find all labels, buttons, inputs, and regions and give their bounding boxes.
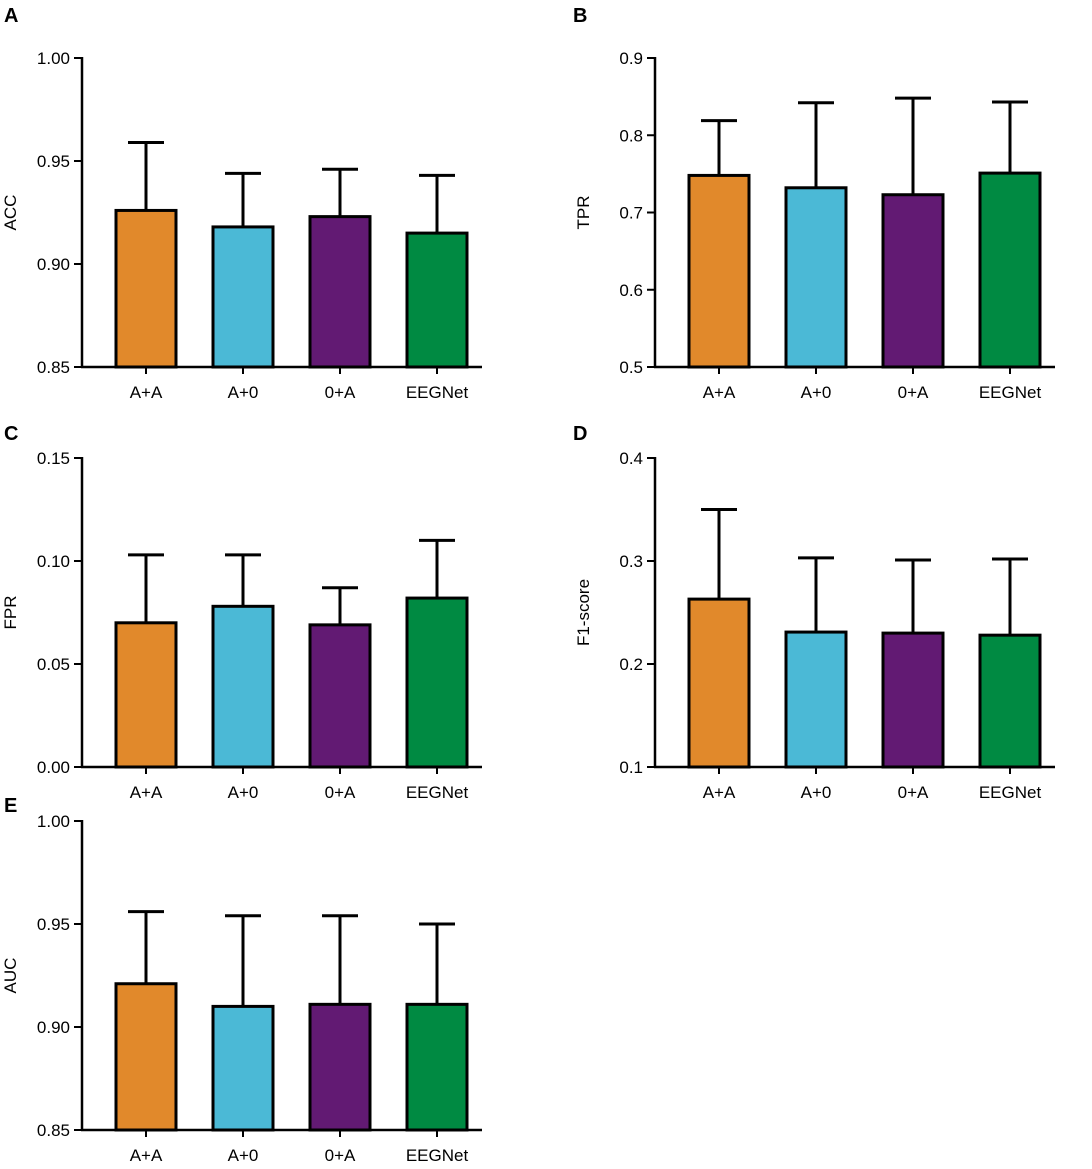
y-tick-label: 0.85 (37, 358, 70, 377)
x-tick-label: EEGNet (406, 783, 469, 802)
bar-aplusa (687, 173, 751, 369)
y-tick-label: 0.5 (619, 358, 643, 377)
y-tick-label: 0.95 (37, 152, 70, 171)
y-axis-title: F1-score (574, 579, 593, 646)
bar-eegnet (405, 231, 469, 369)
y-tick-label: 0.00 (37, 758, 70, 777)
x-tick-label: 0+A (898, 783, 929, 802)
x-tick-label: A+0 (228, 1146, 259, 1165)
bar-aplusa (114, 208, 178, 369)
bar-0plusa (881, 631, 945, 769)
bar-eegnet (405, 596, 469, 769)
y-tick-label: 0.7 (619, 204, 643, 223)
x-tick-label: 0+A (898, 383, 929, 402)
bar-eegnet (978, 633, 1042, 769)
bar-aplusa (687, 597, 751, 769)
y-tick-label: 0.2 (619, 655, 643, 674)
x-tick-label: A+A (130, 1146, 163, 1165)
panel-b: B TPR A+A A+0 0+A EEGNet 0.5 0.6 0.7 0.8 0.9 (573, 5, 1055, 402)
bar-0plusa (308, 623, 372, 769)
panel-letter: A (4, 5, 18, 27)
y-tick-label: 0.85 (37, 1121, 70, 1140)
y-axis-title: ACC (1, 195, 20, 231)
x-tick-label: 0+A (325, 383, 356, 402)
x-tick-label: A+A (703, 383, 736, 402)
panel-c: C FPR A+A A+0 0+A EEGNet 0.00 0.05 0.10 0.15 (1, 423, 482, 802)
x-tick-label: A+A (130, 383, 163, 402)
x-tick-label: 0+A (325, 783, 356, 802)
y-tick-label: 0.9 (619, 49, 643, 68)
x-tick-label: EEGNet (979, 783, 1042, 802)
x-tick-label: A+0 (801, 783, 832, 802)
bar-eegnet (405, 1002, 469, 1132)
panel-letter: C (4, 423, 18, 445)
x-tick-label: 0+A (325, 1146, 356, 1165)
bar-aplus0 (784, 186, 848, 369)
x-tick-label: EEGNet (979, 383, 1042, 402)
bar-aplus0 (784, 630, 848, 769)
y-tick-label: 0.6 (619, 281, 643, 300)
panel-letter: D (573, 423, 587, 445)
bar-0plusa (308, 1002, 372, 1132)
y-tick-label: 0.90 (37, 1018, 70, 1037)
bar-0plusa (881, 193, 945, 369)
panel-a: A ACC A+A A+0 0+A EEGNet 0.85 0.90 0.95 1.00 (1, 5, 482, 402)
y-tick-label: 1.00 (37, 812, 70, 831)
bar-aplus0 (211, 225, 275, 369)
x-tick-label: A+A (130, 783, 163, 802)
panel-e: E AUC A+A A+0 0+A EEGNet 0.85 0.90 0.95 1.00 (1, 795, 482, 1165)
x-tick-label: A+0 (801, 383, 832, 402)
y-tick-label: 0.1 (619, 758, 643, 777)
y-tick-label: 0.90 (37, 255, 70, 274)
x-tick-label: EEGNet (406, 383, 469, 402)
y-axis-title: FPR (1, 596, 20, 630)
bar-aplus0 (211, 604, 275, 769)
panel-letter: E (4, 795, 17, 817)
x-tick-label: A+0 (228, 383, 259, 402)
y-tick-label: 1.00 (37, 49, 70, 68)
y-tick-label: 0.05 (37, 655, 70, 674)
bar-0plusa (308, 215, 372, 369)
x-tick-label: A+A (703, 783, 736, 802)
x-tick-label: A+0 (228, 783, 259, 802)
y-tick-label: 0.8 (619, 126, 643, 145)
y-axis-title: TPR (574, 196, 593, 230)
panel-letter: B (573, 5, 587, 27)
y-tick-label: 0.4 (619, 449, 643, 468)
y-tick-label: 0.10 (37, 552, 70, 571)
y-tick-label: 0.95 (37, 915, 70, 934)
bar-aplusa (114, 621, 178, 769)
y-tick-label: 0.3 (619, 552, 643, 571)
bar-aplus0 (211, 1004, 275, 1132)
y-axis-title: AUC (1, 958, 20, 994)
bar-aplusa (114, 982, 178, 1132)
y-tick-label: 0.15 (37, 449, 70, 468)
bar-eegnet (978, 171, 1042, 369)
x-tick-label: EEGNet (406, 1146, 469, 1165)
panel-d: D F1-score A+A A+0 0+A EEGNet 0.1 0.2 0.3 0.4 (573, 423, 1055, 802)
